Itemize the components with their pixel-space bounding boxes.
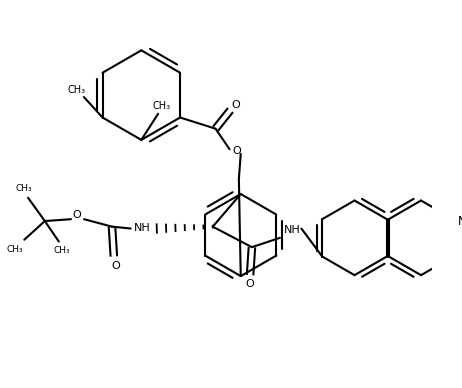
- Text: CH₃: CH₃: [16, 184, 33, 193]
- Text: N: N: [458, 215, 462, 227]
- Text: O: O: [233, 146, 241, 156]
- Text: CH₃: CH₃: [67, 85, 85, 95]
- Text: O: O: [111, 261, 120, 271]
- Text: O: O: [72, 210, 81, 220]
- Text: NH: NH: [134, 223, 150, 232]
- Text: CH₃: CH₃: [6, 244, 23, 253]
- Text: O: O: [246, 279, 255, 289]
- Text: CH₃: CH₃: [153, 101, 171, 111]
- Text: CH₃: CH₃: [53, 246, 70, 255]
- Text: NH: NH: [284, 225, 300, 236]
- Text: O: O: [232, 100, 240, 110]
